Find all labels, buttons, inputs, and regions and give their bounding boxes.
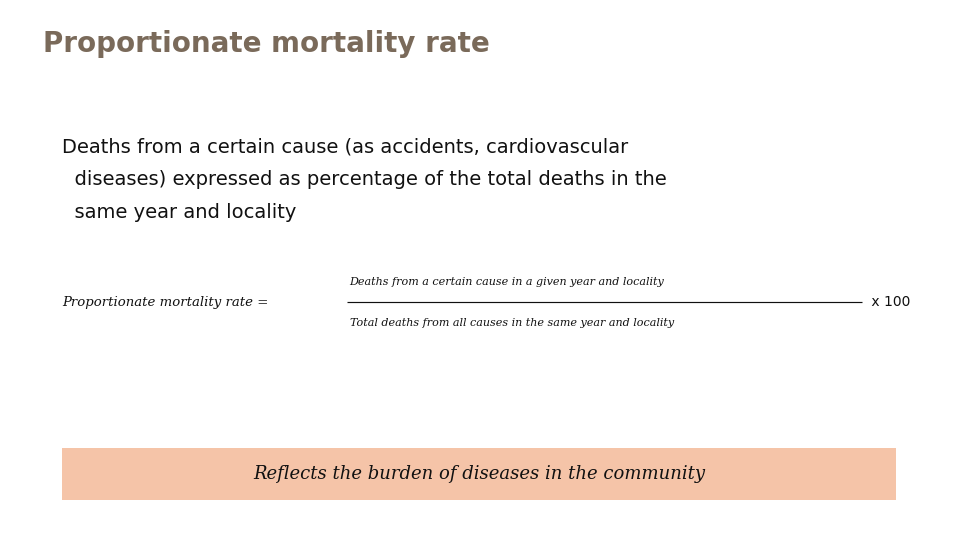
Text: Proportionate mortality rate: Proportionate mortality rate <box>43 30 490 58</box>
FancyBboxPatch shape <box>62 448 896 500</box>
Text: Deaths from a certain cause (as accidents, cardiovascular: Deaths from a certain cause (as accident… <box>62 138 628 157</box>
Text: same year and locality: same year and locality <box>62 202 297 221</box>
Text: Proportionate mortality rate =: Proportionate mortality rate = <box>62 296 273 309</box>
Text: Total deaths from all causes in the same year and locality: Total deaths from all causes in the same… <box>350 318 673 328</box>
Text: diseases) expressed as percentage of the total deaths in the: diseases) expressed as percentage of the… <box>62 170 667 189</box>
Text: Deaths from a certain cause in a given year and locality: Deaths from a certain cause in a given y… <box>350 277 665 287</box>
Text: x 100: x 100 <box>867 295 910 309</box>
Text: Reflects the burden of diseases in the community: Reflects the burden of diseases in the c… <box>253 465 705 483</box>
